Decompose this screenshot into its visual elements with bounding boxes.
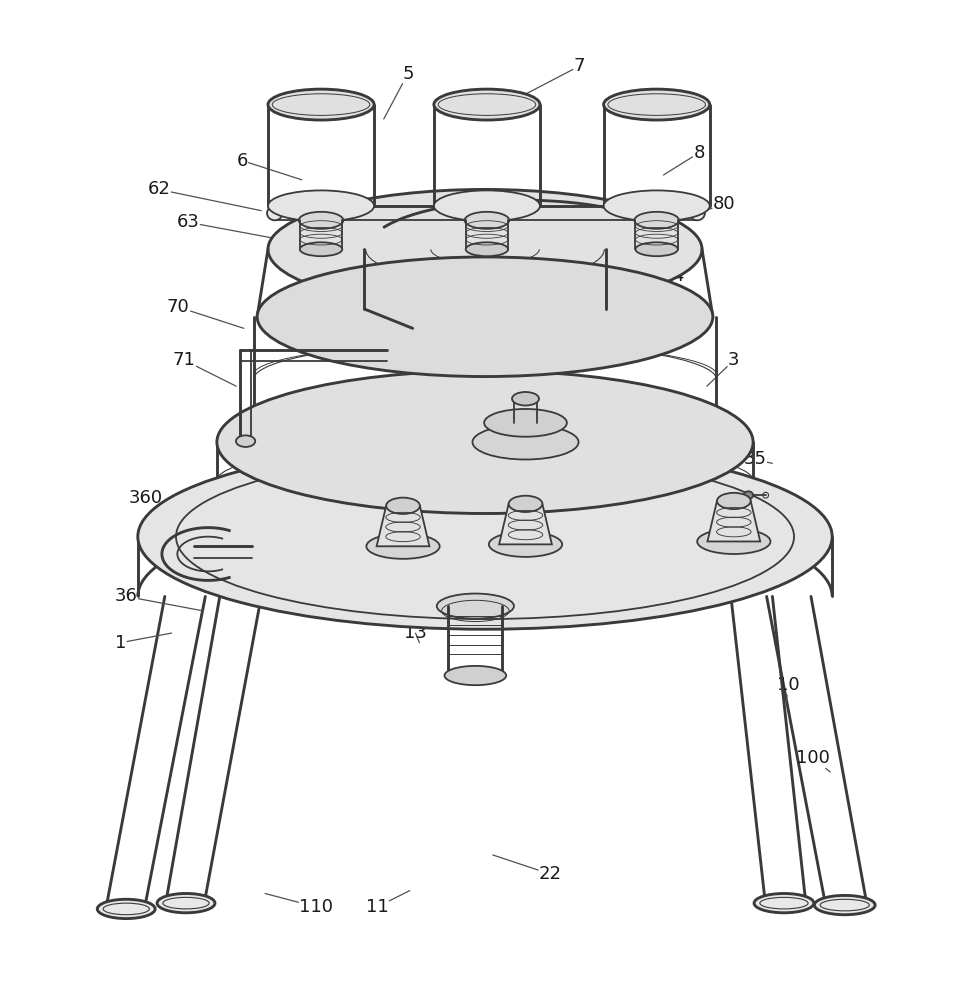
Ellipse shape <box>488 532 562 557</box>
Ellipse shape <box>697 529 769 554</box>
Ellipse shape <box>464 212 509 229</box>
Ellipse shape <box>299 242 342 256</box>
Ellipse shape <box>138 444 831 629</box>
Text: 71: 71 <box>172 351 235 386</box>
Text: 70: 70 <box>167 298 243 328</box>
Ellipse shape <box>267 190 374 221</box>
Ellipse shape <box>97 899 155 919</box>
Ellipse shape <box>267 89 374 120</box>
Text: 12: 12 <box>528 554 555 575</box>
Text: 8: 8 <box>663 144 704 175</box>
Text: 22: 22 <box>492 855 561 883</box>
Ellipse shape <box>753 893 813 913</box>
Ellipse shape <box>433 89 540 120</box>
Ellipse shape <box>366 534 439 559</box>
Text: 36: 36 <box>114 587 203 611</box>
Text: 100: 100 <box>796 749 829 772</box>
Ellipse shape <box>436 594 514 619</box>
Text: 41: 41 <box>423 422 506 440</box>
Ellipse shape <box>253 379 716 505</box>
Ellipse shape <box>742 491 752 499</box>
Text: 2: 2 <box>749 528 800 556</box>
Ellipse shape <box>433 190 540 221</box>
Ellipse shape <box>814 895 874 915</box>
Text: 3: 3 <box>706 351 738 386</box>
Ellipse shape <box>603 190 709 221</box>
Ellipse shape <box>484 409 566 437</box>
Ellipse shape <box>257 257 712 377</box>
Text: 4: 4 <box>639 267 683 309</box>
Ellipse shape <box>472 425 578 459</box>
Text: 1: 1 <box>114 633 172 652</box>
Text: 6: 6 <box>236 152 301 180</box>
Ellipse shape <box>217 371 752 514</box>
Ellipse shape <box>386 498 420 514</box>
Ellipse shape <box>689 206 704 220</box>
Ellipse shape <box>298 212 343 229</box>
Ellipse shape <box>465 242 508 256</box>
Polygon shape <box>706 501 760 541</box>
Text: 20: 20 <box>147 544 217 569</box>
Text: 13: 13 <box>404 624 426 643</box>
Ellipse shape <box>716 493 750 509</box>
Text: 10: 10 <box>777 676 799 703</box>
Text: 7: 7 <box>486 57 584 114</box>
Ellipse shape <box>444 666 506 685</box>
Text: 63: 63 <box>176 213 270 238</box>
Ellipse shape <box>235 435 255 447</box>
Ellipse shape <box>512 392 539 405</box>
Text: 11: 11 <box>365 891 409 916</box>
Ellipse shape <box>635 242 677 256</box>
Ellipse shape <box>266 206 282 220</box>
Polygon shape <box>499 504 551 544</box>
Text: 62: 62 <box>147 180 261 211</box>
Polygon shape <box>376 506 429 546</box>
Text: 110: 110 <box>265 893 333 916</box>
Ellipse shape <box>508 496 542 512</box>
Ellipse shape <box>603 89 709 120</box>
Text: 80: 80 <box>670 195 735 223</box>
Ellipse shape <box>267 189 702 309</box>
Ellipse shape <box>634 212 678 229</box>
Text: 35: 35 <box>743 450 771 468</box>
Ellipse shape <box>157 893 215 913</box>
Text: 40: 40 <box>545 402 590 421</box>
Text: 360: 360 <box>128 489 217 519</box>
Text: 5: 5 <box>384 65 413 119</box>
